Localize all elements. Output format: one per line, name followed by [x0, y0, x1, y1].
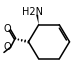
Text: O: O — [3, 24, 11, 34]
Text: O: O — [4, 42, 11, 52]
Text: H2N: H2N — [22, 7, 43, 17]
Polygon shape — [36, 15, 39, 25]
